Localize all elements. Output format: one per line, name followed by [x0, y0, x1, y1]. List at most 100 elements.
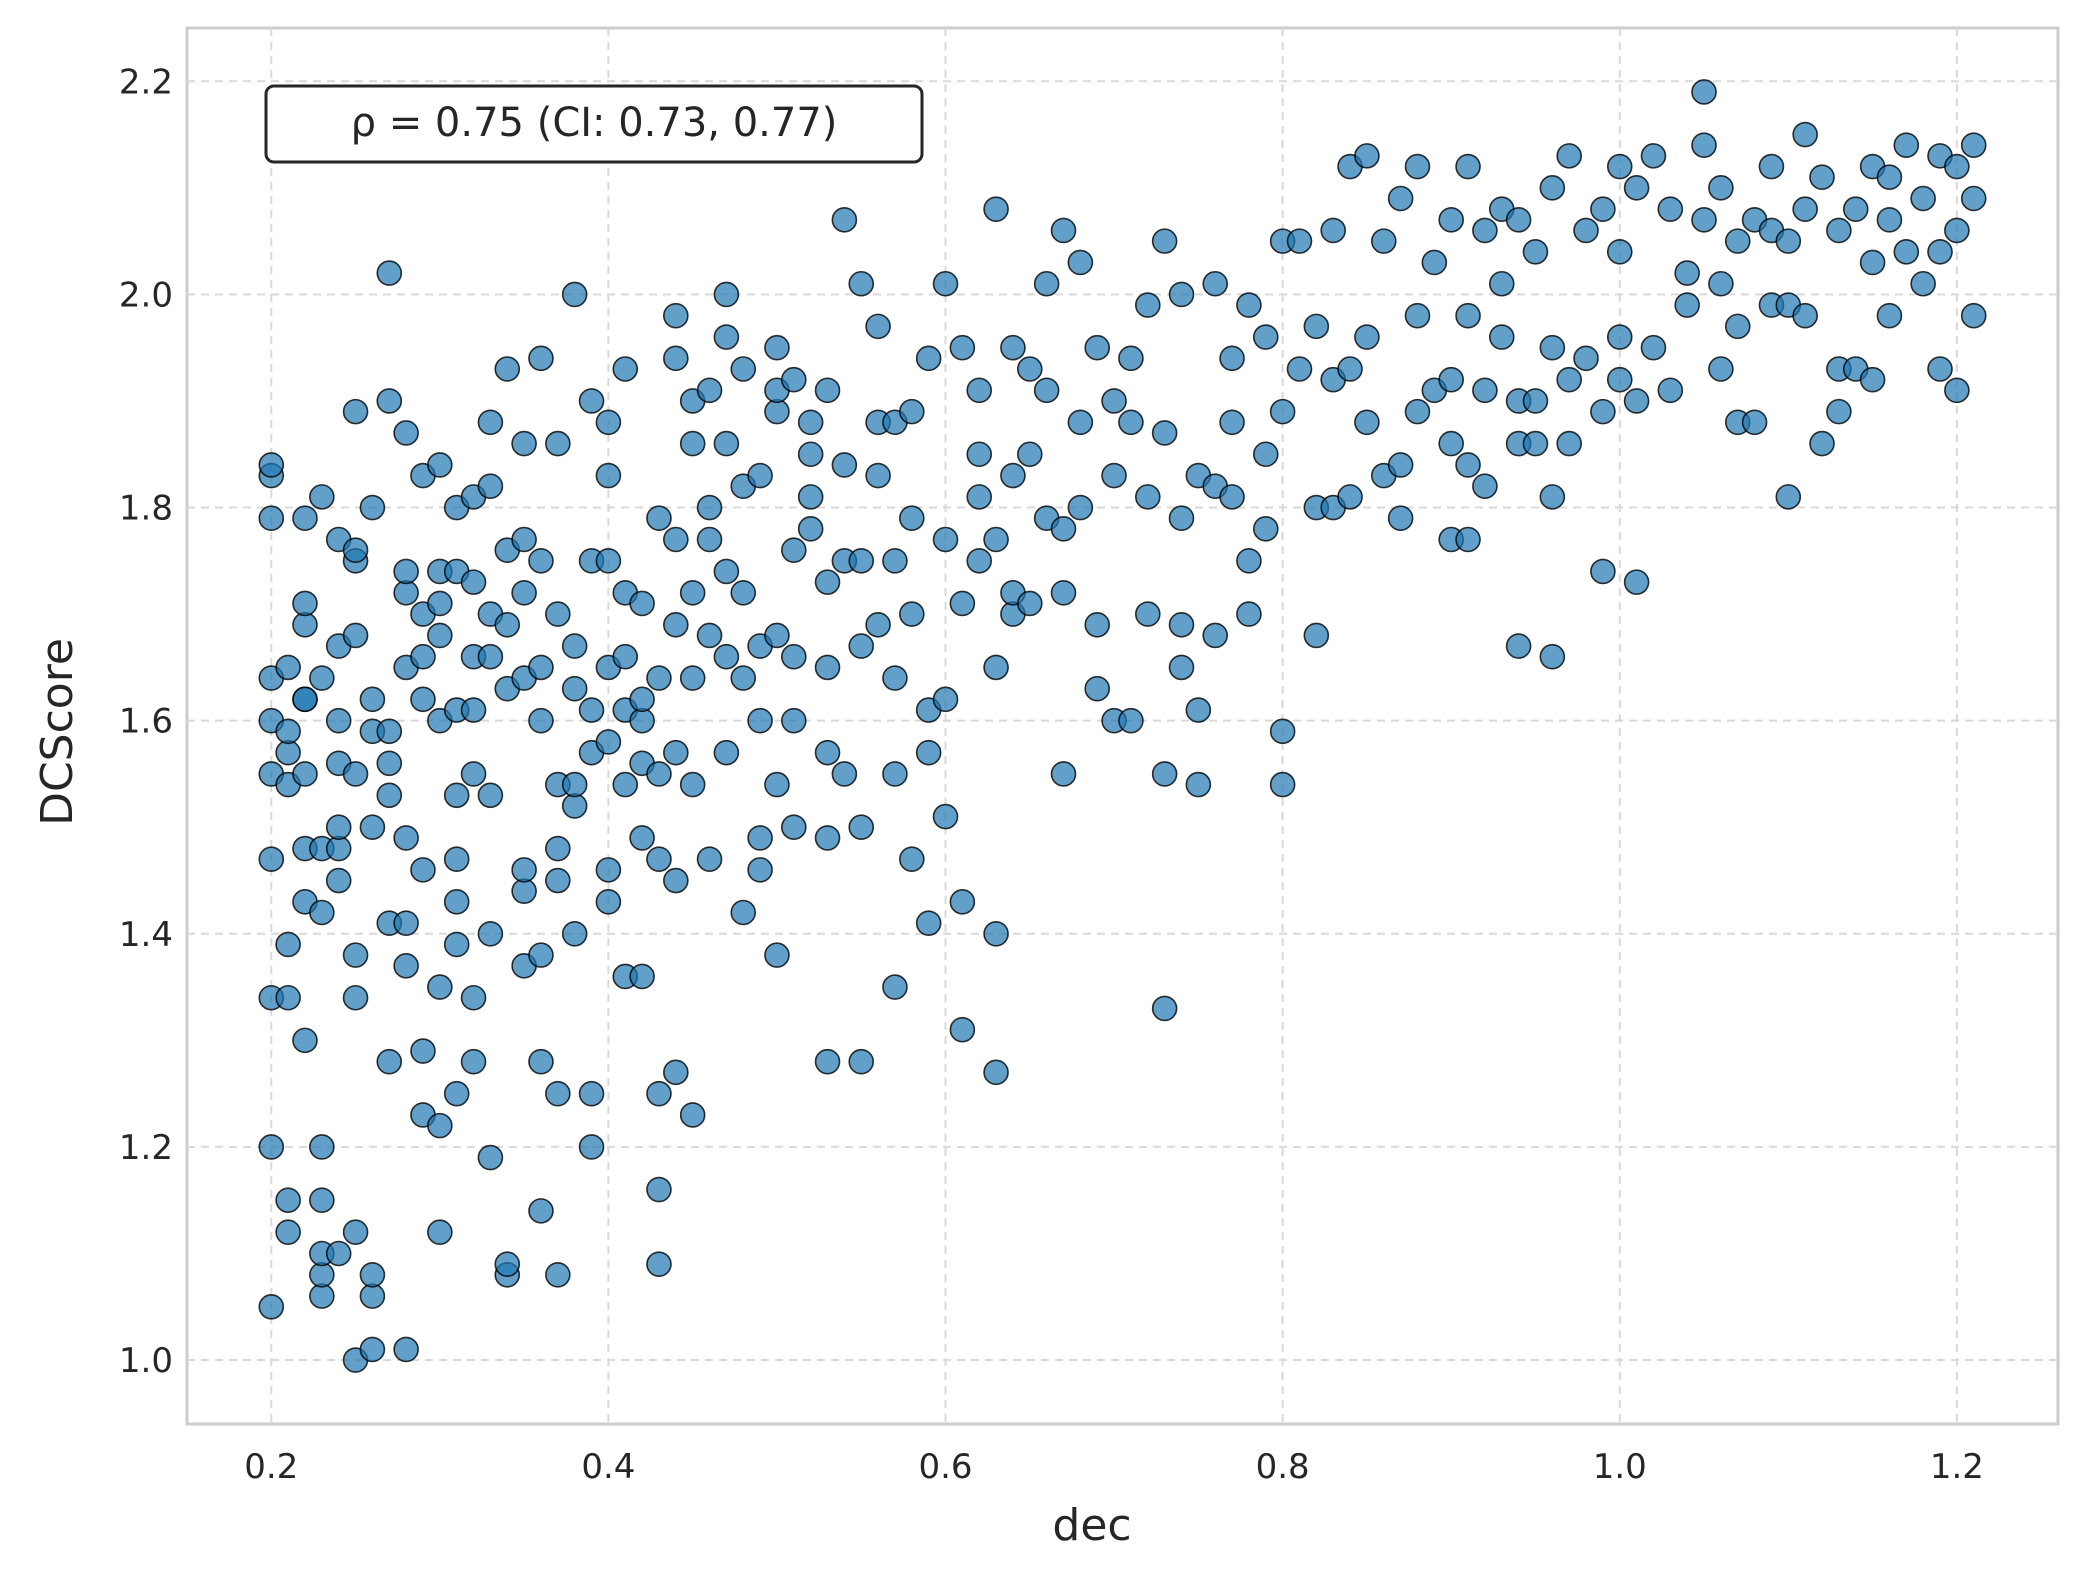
data-point — [511, 579, 537, 606]
data-point — [1522, 430, 1549, 457]
data-point — [1472, 217, 1498, 244]
data-point — [1016, 441, 1043, 468]
data-point — [646, 846, 672, 873]
data-point — [629, 825, 655, 851]
data-point — [932, 270, 959, 297]
y-tick-label: 1.0 — [119, 1341, 173, 1381]
data-point — [899, 601, 925, 627]
data-point — [1876, 302, 1903, 329]
x-tick-label: 0.8 — [1256, 1447, 1310, 1487]
data-point — [595, 548, 622, 574]
data-point — [983, 526, 1009, 553]
data-point — [629, 590, 655, 617]
data-point — [1438, 430, 1464, 457]
data-point — [1944, 153, 1970, 180]
data-point — [342, 622, 369, 649]
data-point — [1522, 388, 1549, 414]
data-point — [427, 1112, 453, 1139]
data-point — [578, 1080, 605, 1107]
data-point — [460, 984, 487, 1011]
data-point — [983, 196, 1009, 222]
data-point — [1354, 409, 1380, 436]
data-point — [1859, 249, 1886, 276]
data-point — [1539, 643, 1566, 670]
data-point — [1590, 398, 1616, 425]
data-point — [1859, 366, 1886, 393]
data-point — [730, 665, 757, 691]
data-point — [1016, 356, 1043, 382]
data-point — [646, 1080, 672, 1107]
data-point — [1337, 356, 1363, 382]
data-point — [528, 942, 554, 968]
data-point — [376, 388, 403, 414]
data-point — [713, 430, 740, 457]
data-point — [1792, 121, 1818, 148]
data-point — [848, 633, 875, 659]
data-point — [747, 462, 773, 489]
data-point — [1404, 302, 1431, 329]
data-point — [747, 857, 773, 883]
data-point — [545, 867, 571, 894]
data-point — [545, 835, 571, 862]
data-point — [359, 494, 386, 521]
y-tick-label: 1.2 — [119, 1128, 173, 1168]
data-point — [359, 1336, 386, 1363]
data-point — [932, 526, 959, 553]
data-point — [1101, 462, 1127, 489]
data-point — [646, 665, 672, 691]
data-point — [663, 739, 689, 766]
data-point — [781, 643, 807, 670]
data-point — [443, 846, 470, 873]
data-point — [275, 718, 301, 745]
data-point — [764, 622, 790, 649]
data-point — [460, 697, 487, 723]
data-point — [713, 643, 740, 670]
data-point — [663, 345, 689, 372]
data-point — [966, 441, 993, 468]
data-point — [1438, 366, 1464, 393]
data-point — [511, 430, 537, 457]
data-point — [1893, 132, 1920, 159]
data-point — [679, 430, 706, 457]
data-point — [292, 611, 318, 638]
data-point — [747, 707, 773, 734]
data-point — [1758, 153, 1785, 180]
data-point — [1033, 270, 1060, 297]
data-point — [814, 825, 841, 851]
data-point — [713, 739, 740, 766]
data-point — [949, 889, 976, 915]
data-point — [1960, 302, 1987, 329]
data-point — [292, 761, 318, 787]
data-point — [1219, 345, 1245, 372]
data-point — [1455, 526, 1481, 553]
data-point — [1202, 622, 1229, 649]
data-point — [1623, 569, 1650, 595]
data-point — [1708, 356, 1734, 382]
data-point — [764, 942, 790, 968]
x-axis-ticks: 0.2 0.4 0.6 0.8 1.0 1.2 — [244, 1447, 1984, 1487]
y-tick-label: 1.4 — [119, 915, 173, 955]
data-point — [1286, 228, 1313, 254]
x-tick-label: 1.0 — [1593, 1447, 1647, 1487]
data-point — [1623, 388, 1650, 414]
data-point — [663, 611, 689, 638]
y-tick-label: 1.6 — [119, 702, 173, 742]
data-point — [275, 931, 301, 958]
data-point — [814, 377, 841, 404]
data-point — [629, 963, 655, 990]
data-point — [882, 974, 908, 1000]
data-point — [932, 686, 959, 713]
data-point — [545, 601, 571, 627]
data-point — [309, 1262, 335, 1288]
data-point — [1252, 516, 1279, 542]
data-point — [578, 388, 605, 414]
data-point — [1505, 633, 1532, 659]
data-point — [1556, 143, 1582, 169]
data-point — [275, 1187, 301, 1214]
data-point — [899, 846, 925, 873]
data-point — [915, 910, 942, 936]
data-point — [460, 569, 487, 595]
data-point — [949, 334, 976, 361]
data-point — [848, 270, 875, 297]
